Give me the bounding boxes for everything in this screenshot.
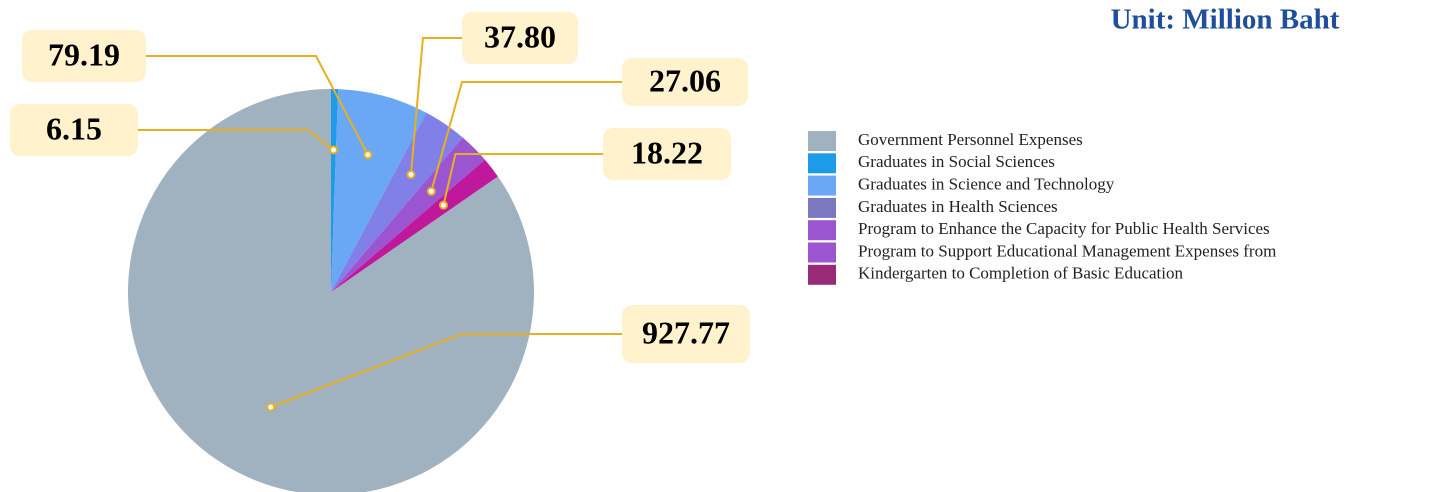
value-label: 27.06 <box>649 62 721 98</box>
value-label: 37.80 <box>484 18 556 54</box>
chart-title: Unit: Million Baht <box>1111 4 1340 36</box>
legend-swatch <box>808 264 836 285</box>
legend-label: Kindergarten to Completion of Basic Educ… <box>858 264 1183 283</box>
value-label: 927.77 <box>642 314 730 350</box>
legend-label: Program to Support Educational Managemen… <box>858 241 1276 260</box>
pie-slice <box>331 89 339 292</box>
leader-dot <box>426 186 436 196</box>
legend-label: Graduates in Health Sciences <box>858 197 1058 216</box>
label-box <box>462 12 578 64</box>
leader-line <box>146 55 369 156</box>
leader-line <box>430 81 622 192</box>
label-box <box>622 305 750 363</box>
label-box <box>10 104 138 156</box>
pie-slice <box>331 137 485 292</box>
leader-line <box>138 129 335 151</box>
legend-label: Government Personnel Expenses <box>858 130 1083 149</box>
value-label: 79.19 <box>48 36 120 72</box>
legend-swatch <box>808 153 836 174</box>
legend-swatch <box>808 220 836 241</box>
legend-label: Program to Enhance the Capacity for Publ… <box>858 219 1270 238</box>
leader-line <box>409 37 462 175</box>
legend-swatch <box>808 197 836 218</box>
leader-line <box>270 333 622 409</box>
leader-dot <box>363 150 373 160</box>
pie-slice <box>331 159 498 292</box>
leader-line <box>442 153 603 206</box>
label-box <box>22 30 146 82</box>
label-box <box>622 58 748 106</box>
leader-dot <box>438 200 448 210</box>
legend-label: Graduates in Science and Technology <box>858 175 1115 194</box>
legend-swatch <box>808 131 836 151</box>
pie-slice <box>331 89 427 292</box>
legend-swatch <box>808 242 836 263</box>
leader-dot <box>406 170 416 180</box>
legend-label: Graduates in Social Sciences <box>858 152 1055 171</box>
value-label: 18.22 <box>631 134 703 170</box>
pie-slice <box>331 112 463 292</box>
value-label: 6.15 <box>46 110 102 146</box>
pie-slice <box>128 89 534 492</box>
label-box <box>603 128 731 180</box>
legend-swatch <box>808 175 836 196</box>
leader-dot <box>329 145 339 155</box>
leader-dot <box>266 402 276 412</box>
